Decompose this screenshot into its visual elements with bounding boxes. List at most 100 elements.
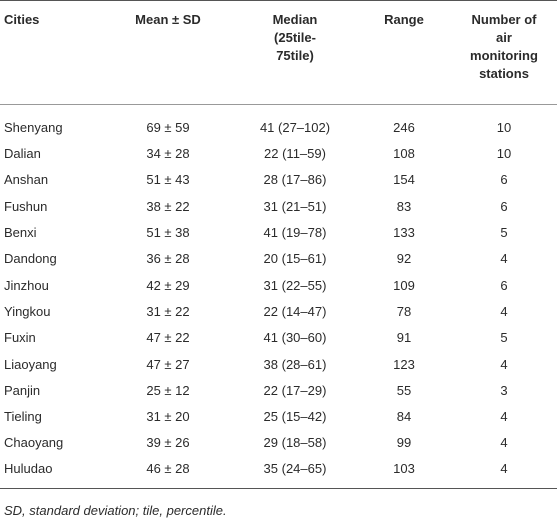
cell-mean-sd: 51 ± 38 <box>146 225 190 241</box>
table-row: Tieling 31 ± 20 25 (15–42) 84 4 <box>0 403 557 429</box>
cell-mean-sd: 39 ± 26 <box>146 435 190 451</box>
cell-range: 103 <box>357 456 451 489</box>
cell-range: 99 <box>396 435 412 451</box>
cell-stations: 4 <box>500 409 508 425</box>
table-row: Benxi 51 ± 38 41 (19–78) 133 5 <box>0 219 557 245</box>
cell-mean-sd: 31 ± 20 <box>146 409 190 425</box>
header-line: air <box>496 30 512 45</box>
cell-city: Yingkou <box>4 303 51 319</box>
cell-median: 31 (22–55) <box>263 277 327 293</box>
cell-mean-sd: 42 ± 29 <box>146 277 190 293</box>
cell-city: Huludao <box>0 456 103 489</box>
table-row: Anshan 51 ± 43 28 (17–86) 154 6 <box>0 167 557 193</box>
cell-mean-sd: 34 ± 28 <box>146 146 190 162</box>
cell-stations: 4 <box>500 251 508 267</box>
cell-city: Dandong <box>4 251 57 267</box>
cell-median: 41 (30–60) <box>263 330 327 346</box>
cell-city: Benxi <box>4 225 37 241</box>
header-line: Median <box>272 12 318 27</box>
header-stations: Number of air monitoring stations <box>451 0 557 105</box>
cell-median: 41 (19–78) <box>263 225 327 241</box>
header-range: Range <box>357 0 451 105</box>
cell-range: 91 <box>396 330 412 346</box>
table-row: Huludao 46 ± 28 35 (24–65) 103 4 <box>0 456 557 489</box>
cell-median: 29 (18–58) <box>263 435 327 451</box>
cell-stations: 6 <box>500 277 508 293</box>
cell-mean-sd: 25 ± 12 <box>146 382 190 398</box>
cell-stations: 5 <box>500 225 508 241</box>
table-row: Jinzhou 42 ± 29 31 (22–55) 109 6 <box>0 272 557 298</box>
cell-mean-sd: 46 ± 28 <box>103 456 233 489</box>
cell-city: Shenyang <box>4 120 63 136</box>
cell-city: Dalian <box>4 146 41 162</box>
cell-median: 41 (27–102) <box>259 120 331 136</box>
cell-stations: 4 <box>500 303 508 319</box>
cell-city: Liaoyang <box>4 356 57 372</box>
cell-median: 22 (14–47) <box>263 303 327 319</box>
cell-city: Panjin <box>4 382 41 398</box>
cell-stations: 6 <box>500 172 508 188</box>
table-row: Yingkou 31 ± 22 22 (14–47) 78 4 <box>0 298 557 324</box>
cell-stations: 10 <box>496 120 512 136</box>
cell-mean-sd: 36 ± 28 <box>146 251 190 267</box>
cell-mean-sd: 38 ± 22 <box>146 198 190 214</box>
cell-range: 55 <box>396 382 412 398</box>
cell-median: 22 (17–29) <box>263 382 327 398</box>
table-footnote: SD, standard deviation; tile, percentile… <box>4 502 227 518</box>
header-line: Cities <box>4 12 40 27</box>
cell-city: Chaoyang <box>4 435 64 451</box>
cell-range: 109 <box>393 277 415 293</box>
cell-city: Fushun <box>4 198 48 214</box>
table-row: Fuxin 47 ± 22 41 (30–60) 91 5 <box>0 325 557 351</box>
cell-stations: 3 <box>500 382 508 398</box>
cell-mean-sd: 69 ± 59 <box>146 120 190 136</box>
cell-range: 123 <box>393 356 415 372</box>
cell-mean-sd: 31 ± 22 <box>146 303 190 319</box>
table-row: Panjin 25 ± 12 22 (17–29) 55 3 <box>0 377 557 403</box>
cell-mean-sd: 47 ± 22 <box>146 330 190 346</box>
cell-city: Fuxin <box>4 330 36 346</box>
cell-stations: 10 <box>496 146 512 162</box>
cell-stations: 4 <box>500 435 508 451</box>
header-mean-sd: Mean ± SD <box>103 0 233 105</box>
cell-median: 20 (15–61) <box>263 251 327 267</box>
table-header: Cities Mean ± SD Median (25tile- 75tile)… <box>0 0 557 105</box>
cell-mean-sd: 51 ± 43 <box>146 172 190 188</box>
cell-city: Anshan <box>4 172 49 188</box>
table-row: Chaoyang 39 ± 26 29 (18–58) 99 4 <box>0 430 557 456</box>
cell-median: 31 (21–51) <box>263 198 327 214</box>
cell-range: 154 <box>393 172 415 188</box>
cell-stations: 4 <box>451 456 557 489</box>
cell-stations: 6 <box>500 198 508 214</box>
header-cities: Cities <box>0 0 103 105</box>
table-row: Dandong 36 ± 28 20 (15–61) 92 4 <box>0 246 557 272</box>
cell-range: 108 <box>393 146 415 162</box>
table-body: Shenyang 69 ± 59 41 (27–102) 246 10 Dali… <box>0 105 557 489</box>
cell-median: 22 (11–59) <box>264 146 326 162</box>
header-line: 75tile) <box>276 48 314 63</box>
header-median: Median (25tile- 75tile) <box>233 0 357 105</box>
cell-city: Jinzhou <box>4 277 49 293</box>
header-row: Cities Mean ± SD Median (25tile- 75tile)… <box>0 0 557 105</box>
table-row: Shenyang 69 ± 59 41 (27–102) 246 10 <box>0 105 557 141</box>
header-line: (25tile- <box>274 30 316 45</box>
header-line: monitoring <box>470 48 538 63</box>
table-row: Liaoyang 47 ± 27 38 (28–61) 123 4 <box>0 351 557 377</box>
cell-median: 38 (28–61) <box>263 356 327 372</box>
cell-range: 78 <box>396 303 412 319</box>
table-row: Dalian 34 ± 28 22 (11–59) 108 10 <box>0 141 557 167</box>
table-row: Fushun 38 ± 22 31 (21–51) 83 6 <box>0 193 557 219</box>
cell-median: 25 (15–42) <box>263 409 327 425</box>
header-line: stations <box>479 66 529 81</box>
cell-range: 92 <box>396 251 412 267</box>
cell-stations: 4 <box>500 356 508 372</box>
cell-city: Tieling <box>4 409 42 425</box>
cell-mean-sd: 47 ± 27 <box>146 356 190 372</box>
cell-stations: 5 <box>500 330 508 346</box>
header-line: Number of <box>471 12 537 27</box>
cell-range: 84 <box>396 409 412 425</box>
cell-range: 246 <box>393 120 415 136</box>
cell-median: 28 (17–86) <box>263 172 327 188</box>
city-statistics-table: Cities Mean ± SD Median (25tile- 75tile)… <box>0 0 557 489</box>
